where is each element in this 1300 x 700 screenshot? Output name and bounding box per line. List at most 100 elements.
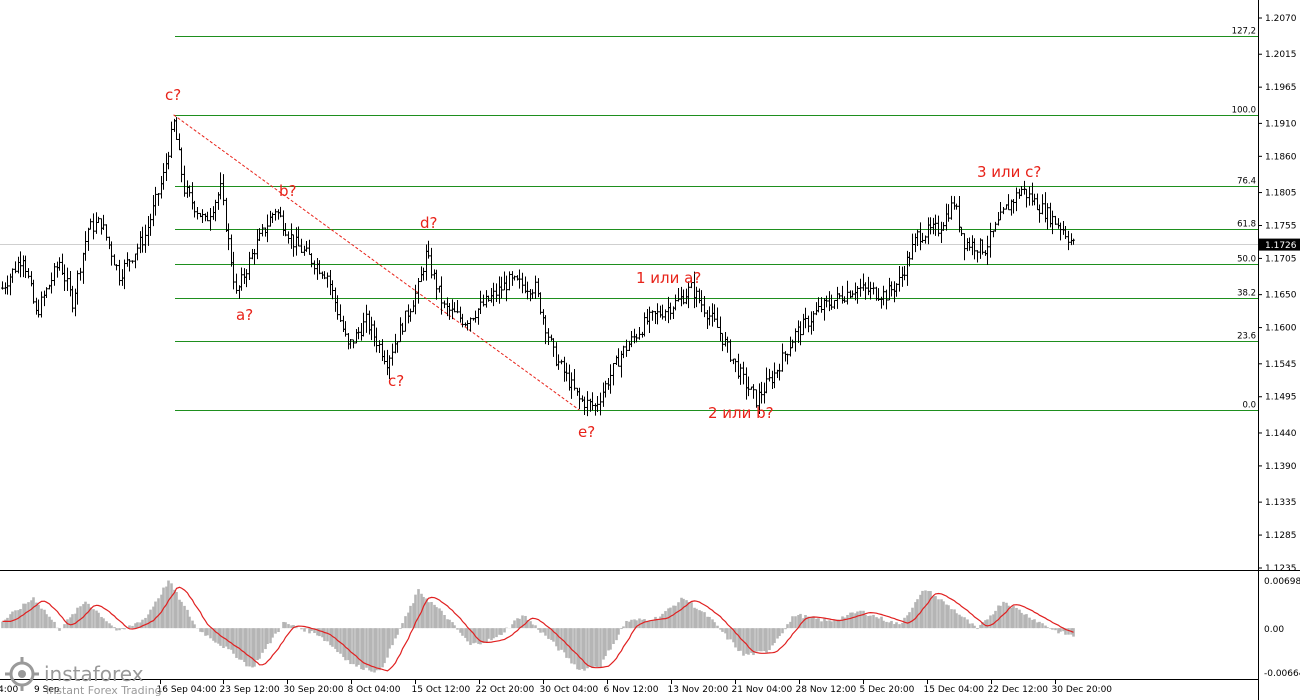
candle	[1041, 194, 1044, 215]
oscillator-bars	[1, 580, 1075, 673]
price-tick-label: 1.1910	[1265, 119, 1297, 129]
time-tick-label: 22 Dec 12:00	[988, 685, 1049, 695]
fib-level-label: 0.0	[1242, 401, 1256, 411]
candle	[84, 231, 87, 261]
candle	[206, 211, 209, 222]
candle	[661, 304, 664, 320]
candle	[227, 223, 230, 251]
candle	[833, 299, 836, 310]
current-price-marker: 1.1726	[1259, 238, 1300, 251]
candle	[591, 392, 594, 411]
candle	[864, 282, 867, 300]
candle	[284, 223, 287, 237]
candle	[453, 302, 456, 313]
candle	[838, 293, 841, 300]
candle	[45, 287, 48, 299]
candle	[937, 215, 940, 237]
fib-level-label: 23.6	[1237, 332, 1256, 342]
candle	[313, 260, 316, 275]
candle	[1059, 222, 1062, 241]
candle	[765, 367, 768, 394]
candle	[63, 264, 66, 292]
price-tick-label: 1.1545	[1265, 360, 1297, 370]
candle	[869, 281, 872, 300]
candle	[911, 233, 914, 260]
candle	[414, 284, 417, 315]
time-tick-label: 21 Nov 04:00	[732, 685, 793, 695]
candle	[924, 235, 927, 244]
candle	[456, 299, 459, 314]
candle	[599, 392, 602, 416]
candle	[219, 172, 222, 200]
candle	[656, 303, 659, 325]
logo-brand: instaforex	[44, 662, 144, 686]
candle	[1038, 204, 1041, 223]
candle	[700, 290, 703, 313]
candle	[877, 288, 880, 302]
candle	[27, 268, 30, 279]
candle	[596, 396, 599, 413]
candle	[339, 304, 342, 323]
candle	[144, 224, 147, 253]
candle	[123, 259, 126, 290]
candle	[383, 350, 386, 365]
candle	[105, 224, 108, 241]
price-tick-label: 1.1860	[1265, 152, 1297, 162]
candle	[466, 320, 469, 331]
candle	[950, 195, 953, 220]
price-tick-label: 1.1650	[1265, 291, 1297, 301]
candle	[981, 239, 984, 255]
wave-label-c-top: c?	[165, 86, 181, 104]
candle	[248, 251, 251, 281]
candle	[245, 269, 248, 288]
candle	[266, 214, 269, 243]
candle	[391, 343, 394, 366]
candle	[232, 251, 235, 290]
candle	[40, 291, 43, 318]
candle	[1028, 186, 1031, 206]
candle	[1072, 238, 1075, 245]
candle	[196, 206, 199, 220]
wave-label-a: a?	[236, 306, 253, 324]
candle	[310, 253, 313, 268]
candle	[664, 309, 667, 321]
candle	[947, 204, 950, 222]
candle	[617, 348, 620, 367]
candle	[6, 275, 9, 295]
price-plot-area	[0, 0, 1258, 570]
candle	[378, 340, 381, 354]
candle	[521, 272, 524, 294]
candle	[734, 358, 737, 373]
candle	[11, 268, 14, 283]
candle	[812, 311, 815, 331]
candle	[58, 257, 61, 271]
candle	[154, 186, 157, 216]
candle	[531, 289, 534, 300]
time-tick-label: 5 Dec 20:00	[860, 685, 915, 695]
candle	[807, 315, 810, 333]
candle	[578, 387, 581, 410]
price-tick-label: 1.1335	[1265, 498, 1297, 508]
candle	[118, 259, 121, 286]
candle	[331, 280, 334, 300]
candle	[323, 271, 326, 280]
candle	[651, 310, 654, 321]
candle	[128, 258, 131, 272]
candle	[253, 249, 256, 265]
candle	[1025, 188, 1028, 208]
candle	[401, 322, 404, 335]
candle	[409, 308, 412, 322]
price-tick-label: 1.1390	[1265, 462, 1297, 472]
candles	[1, 117, 1075, 417]
candle	[500, 276, 503, 299]
candle	[994, 221, 997, 232]
price-tick-label: 1.1285	[1265, 531, 1297, 541]
wave-labels: c? b? a? d? c? e? 1 или a? 2 или b? 3 ил…	[165, 86, 1041, 441]
candle	[570, 372, 573, 399]
candle	[986, 235, 989, 265]
time-tick-label-partial: 4:00	[0, 685, 18, 695]
candle	[895, 283, 898, 297]
candle	[180, 147, 183, 183]
candle	[427, 240, 430, 259]
